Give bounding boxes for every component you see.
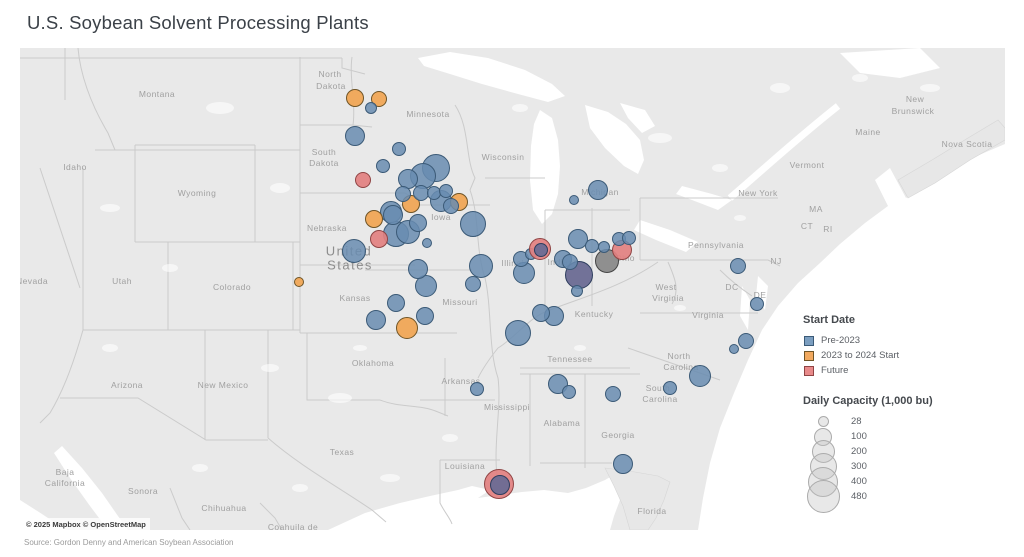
color-legend-item[interactable]: Pre-2023 bbox=[803, 333, 988, 348]
plant-marker[interactable] bbox=[395, 186, 411, 202]
legend-swatch-icon bbox=[804, 350, 814, 361]
plant-marker[interactable] bbox=[622, 231, 636, 245]
map-attribution[interactable]: © 2025 Mapbox © OpenStreetMap bbox=[22, 518, 150, 530]
size-item-label: 480 bbox=[851, 491, 867, 502]
plant-marker[interactable] bbox=[387, 294, 405, 312]
plant-marker[interactable] bbox=[439, 184, 453, 198]
plant-marker[interactable] bbox=[342, 239, 366, 263]
plant-marker[interactable] bbox=[505, 320, 531, 346]
plant-marker[interactable] bbox=[750, 297, 764, 311]
plant-marker[interactable] bbox=[396, 220, 420, 244]
legend-panel: Start Date Pre-2023 2023 to 2024 Start Fut… bbox=[803, 314, 988, 513]
plant-marker[interactable] bbox=[663, 381, 677, 395]
color-legend-items: Pre-2023 2023 to 2024 Start Future bbox=[803, 333, 988, 378]
plant-marker[interactable] bbox=[465, 276, 481, 292]
plant-marker-inner[interactable] bbox=[490, 475, 510, 495]
plant-marker[interactable] bbox=[366, 310, 386, 330]
plant-marker[interactable] bbox=[294, 277, 304, 287]
size-item-label: 100 bbox=[851, 431, 867, 442]
ocean-shapes bbox=[20, 48, 1005, 530]
plant-marker[interactable] bbox=[571, 285, 583, 297]
plant-marker[interactable] bbox=[345, 126, 365, 146]
legend-swatch-icon bbox=[804, 365, 814, 376]
st-lawrence-river bbox=[727, 103, 841, 201]
page-title: U.S. Soybean Solvent Processing Plants bbox=[27, 12, 369, 33]
plant-marker[interactable] bbox=[365, 102, 377, 114]
plant-marker[interactable] bbox=[470, 382, 484, 396]
plant-marker[interactable] bbox=[613, 454, 633, 474]
plant-marker[interactable] bbox=[605, 386, 621, 402]
plant-marker[interactable] bbox=[392, 142, 406, 156]
plant-marker[interactable] bbox=[585, 239, 599, 253]
legend-item-label: Pre-2023 bbox=[821, 335, 861, 346]
size-item-label: 200 bbox=[851, 446, 867, 457]
coastal-land bbox=[604, 119, 1005, 530]
state-borders bbox=[20, 48, 781, 530]
terrain-texture bbox=[100, 74, 968, 492]
plant-marker[interactable] bbox=[370, 230, 388, 248]
plant-marker[interactable] bbox=[346, 89, 364, 107]
size-legend-item: 28 bbox=[803, 414, 988, 429]
legend-item-label: 2023 to 2024 Start bbox=[821, 350, 900, 361]
size-legend: Daily Capacity (1,000 bu) 28 100 200 300 400… bbox=[803, 395, 988, 513]
source-note: Source: Gordon Denny and American Soybea… bbox=[24, 538, 234, 547]
size-item-label: 300 bbox=[851, 461, 867, 472]
plant-marker[interactable] bbox=[396, 317, 418, 339]
size-legend-items: 28 100 200 300 400 480 bbox=[803, 414, 988, 513]
color-legend: Start Date Pre-2023 2023 to 2024 Start Fut… bbox=[803, 314, 988, 378]
plant-marker[interactable] bbox=[729, 344, 739, 354]
size-item-label: 28 bbox=[851, 416, 862, 427]
plant-marker[interactable] bbox=[365, 210, 383, 228]
color-legend-item[interactable]: Future bbox=[803, 363, 988, 378]
plant-marker[interactable] bbox=[562, 254, 578, 270]
map-canvas[interactable]: MontanaIdahoWyomingNevadaUtahColoradoAri… bbox=[20, 48, 1005, 530]
plant-marker[interactable] bbox=[460, 211, 486, 237]
plant-marker[interactable] bbox=[738, 333, 754, 349]
legend-swatch-icon bbox=[804, 335, 814, 346]
plant-marker-future-ring[interactable] bbox=[529, 238, 551, 260]
plant-marker[interactable] bbox=[409, 214, 427, 232]
plant-marker[interactable] bbox=[689, 365, 711, 387]
plant-marker[interactable] bbox=[422, 238, 432, 248]
plant-marker[interactable] bbox=[408, 259, 428, 279]
plant-marker[interactable] bbox=[469, 254, 493, 278]
color-legend-title: Start Date bbox=[803, 314, 855, 326]
plant-marker[interactable] bbox=[443, 198, 459, 214]
color-legend-item[interactable]: 2023 to 2024 Start bbox=[803, 348, 988, 363]
legend-item-label: Future bbox=[821, 365, 849, 376]
plant-marker-future-ring[interactable] bbox=[484, 469, 514, 499]
size-legend-item: 480 bbox=[803, 480, 988, 513]
plant-marker[interactable] bbox=[588, 180, 608, 200]
plant-marker[interactable] bbox=[415, 275, 437, 297]
plant-marker-inner[interactable] bbox=[534, 243, 548, 257]
plant-marker[interactable] bbox=[598, 241, 610, 253]
size-circle-icon bbox=[806, 480, 840, 513]
plant-marker[interactable] bbox=[532, 304, 550, 322]
plant-marker[interactable] bbox=[569, 195, 579, 205]
plant-marker[interactable] bbox=[355, 172, 371, 188]
map-points bbox=[20, 48, 1005, 530]
plant-marker[interactable] bbox=[562, 385, 576, 399]
size-item-label: 400 bbox=[851, 476, 867, 487]
plant-marker[interactable] bbox=[383, 205, 403, 225]
base-map bbox=[20, 48, 1005, 530]
plant-marker[interactable] bbox=[730, 258, 746, 274]
plant-marker[interactable] bbox=[416, 307, 434, 325]
size-legend-title: Daily Capacity (1,000 bu) bbox=[803, 395, 933, 407]
plant-marker[interactable] bbox=[376, 159, 390, 173]
size-circle-icon bbox=[817, 416, 829, 427]
